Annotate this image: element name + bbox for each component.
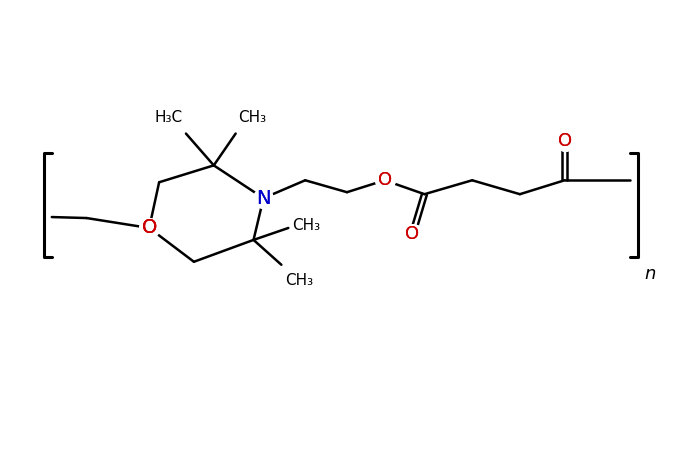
- Text: N: N: [256, 189, 271, 207]
- Text: O: O: [141, 219, 157, 238]
- Text: O: O: [558, 131, 572, 149]
- Text: O: O: [377, 171, 392, 189]
- Text: O: O: [377, 171, 392, 189]
- Text: n: n: [644, 265, 656, 283]
- Text: CH₃: CH₃: [286, 273, 313, 288]
- Text: O: O: [405, 225, 420, 243]
- Text: O: O: [141, 219, 157, 238]
- Text: CH₃: CH₃: [237, 110, 266, 125]
- Text: N: N: [256, 189, 271, 207]
- Text: O: O: [405, 225, 420, 243]
- Text: CH₃: CH₃: [292, 217, 320, 233]
- Text: H₃C: H₃C: [155, 110, 183, 125]
- Text: O: O: [141, 219, 157, 238]
- Text: O: O: [558, 131, 572, 149]
